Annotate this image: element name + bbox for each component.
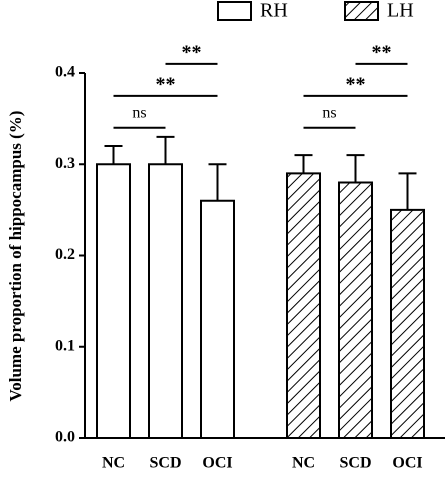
legend-swatch (217, 1, 252, 21)
bar (200, 199, 235, 439)
x-tick-label: NC (292, 455, 315, 472)
x-tick-label: SCD (149, 455, 181, 472)
y-tick-label: 0.4 (55, 64, 75, 81)
significance-label: ** (156, 73, 176, 95)
y-tick-label: 0.3 (55, 155, 75, 172)
significance-label: ** (182, 41, 202, 63)
x-tick-label: OCI (392, 455, 422, 472)
bar (148, 163, 183, 439)
significance-label: ** (346, 73, 366, 95)
x-tick-label: NC (102, 455, 125, 472)
significance-label: ** (372, 41, 392, 63)
y-tick-label: 0.0 (55, 429, 75, 446)
legend-label: RH (260, 0, 288, 22)
y-tick-label: 0.1 (55, 337, 75, 354)
bar (96, 163, 131, 439)
bar (390, 208, 425, 439)
significance-label: ns (322, 104, 336, 121)
x-tick-label: SCD (339, 455, 371, 472)
x-tick-label: OCI (202, 455, 232, 472)
significance-label: ns (132, 104, 146, 121)
bar (286, 172, 321, 439)
y-tick-label: 0.2 (55, 246, 75, 263)
bar (338, 181, 373, 439)
legend-label: LH (387, 0, 414, 22)
y-axis-label: Volume proportion of hippocampus (%) (6, 111, 25, 402)
legend-swatch (344, 1, 379, 21)
